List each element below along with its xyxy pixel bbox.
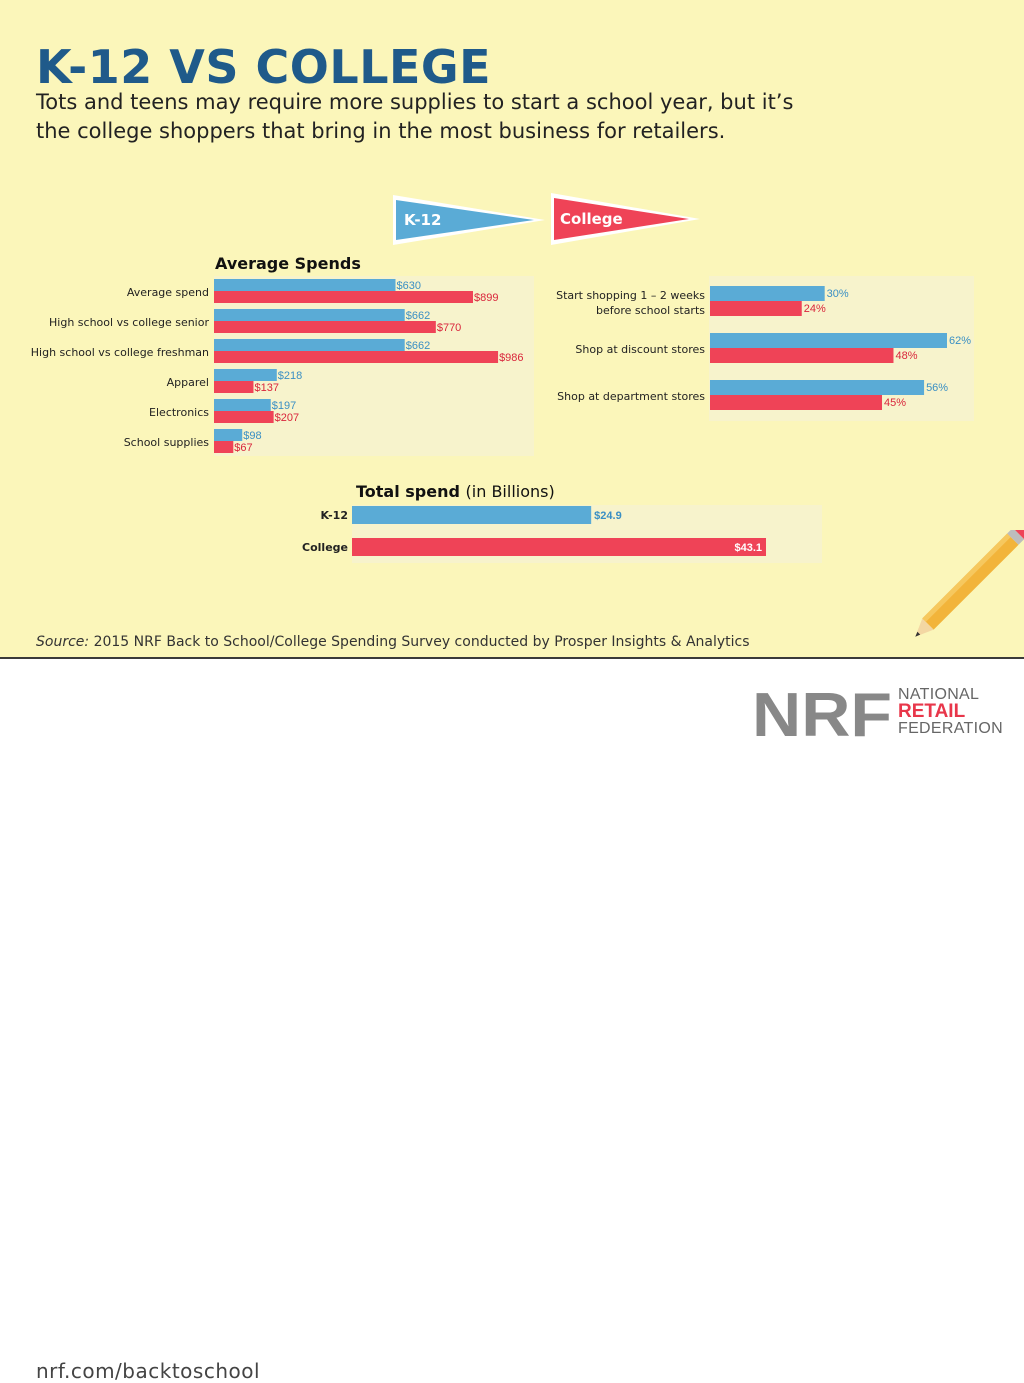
shopping-k12-bar (710, 380, 925, 395)
total-spend-k12-value: $24.9 (594, 510, 622, 522)
average-spends-college-bar (214, 441, 234, 453)
average-spends-college-value: $137 (254, 382, 278, 394)
average-spends-category-label: Average spend (127, 286, 209, 299)
nrf-logo-letters: NRF (752, 686, 892, 742)
nrf-national: NATIONAL (898, 686, 980, 703)
average-spends-college-value: $986 (499, 352, 523, 364)
total-spend-title: Total spend (in Billions) (356, 482, 555, 501)
average-spends-category-label: Electronics (149, 406, 209, 419)
shopping-college-bar (710, 301, 802, 316)
average-spends-college-value: $207 (275, 412, 299, 424)
infographic-slide: K-12 VS COLLEGE Tots and teens may requi… (0, 0, 1024, 657)
source-text: 2015 NRF Back to School/College Spending… (93, 634, 750, 650)
average-spends-panel (214, 276, 534, 456)
nrf-federation: FEDERATION (898, 720, 1003, 737)
shopping-k12-value: 56% (926, 382, 948, 394)
shopping-category-label: Shop at department stores (557, 390, 705, 403)
shopping-k12-value: 62% (949, 335, 971, 347)
average-spends-k12-bar (214, 279, 396, 291)
average-spends-college-value: $67 (234, 442, 252, 454)
average-spends-category-label: High school vs college senior (49, 316, 209, 329)
average-spends-k12-bar (214, 429, 243, 441)
legend-k12-label: K-12 (404, 211, 441, 229)
average-spends-college-bar (214, 291, 473, 303)
nrf-retail: RETAIL (898, 701, 966, 722)
backtoschool-link[interactable]: nrf.com/backtoschool (36, 1359, 261, 1383)
average-spends-k12-value: $662 (406, 340, 430, 352)
average-spends-college-bar (214, 321, 436, 333)
source-note: Source: 2015 NRF Back to School/College … (36, 634, 750, 650)
average-spends-category-label: Apparel (167, 376, 209, 389)
total-spend-category-label: College (302, 541, 348, 554)
page-title: K-12 VS COLLEGE (36, 40, 492, 94)
nrf-logo: NRF (752, 686, 892, 742)
average-spends-k12-value: $630 (397, 280, 421, 292)
total-spend-college-value: $43.1 (734, 542, 762, 554)
total-spend-k12-bar (352, 506, 592, 524)
average-spends-college-bar (214, 411, 274, 423)
average-spends-title: Average Spends (215, 254, 361, 273)
average-spends-category-label: School supplies (124, 436, 210, 449)
average-spends-chart: Average spend $630 $899 High school vs coll… (31, 279, 524, 454)
page-subtitle: Tots and teens may require more supplies… (36, 90, 794, 143)
average-spends-college-value: $899 (474, 292, 498, 304)
average-spends-k12-value: $98 (243, 430, 261, 442)
shopping-k12-value: 30% (827, 288, 849, 300)
shopping-category-label: Start shopping 1 – 2 weeks (556, 289, 705, 302)
shopping-college-value: 24% (804, 303, 826, 315)
total-spend-title-suffix: (in Billions) (465, 482, 555, 501)
shopping-behavior-chart: Start shopping 1 – 2 weeks before school … (556, 286, 971, 410)
average-spends-k12-bar (214, 339, 405, 351)
average-spends-college-bar (214, 351, 499, 363)
shopping-college-value: 48% (895, 350, 917, 362)
average-spends-k12-value: $197 (272, 400, 296, 412)
total-spend-category-label: K-12 (321, 509, 348, 522)
source-prefix: Source: (36, 634, 90, 650)
average-spends-k12-value: $662 (406, 310, 430, 322)
pencil-illustration (915, 530, 1024, 637)
legend-k12-pennant: K-12 (393, 195, 545, 245)
shopping-k12-bar (710, 286, 825, 301)
legend-college-pennant: College (551, 193, 700, 245)
average-spends-k12-bar (214, 309, 405, 321)
shopping-category-label: Shop at discount stores (575, 343, 705, 356)
average-spends-category-label: High school vs college freshman (31, 346, 209, 359)
nrf-wordmark: NATIONAL RETAIL FEDERATION (898, 686, 1003, 737)
average-spends-k12-bar (214, 399, 271, 411)
total-spend-title-main: Total spend (356, 482, 460, 501)
total-spend-chart: K-12 $24.9 College $43.1 (302, 506, 766, 556)
average-spends-college-value: $770 (437, 322, 461, 334)
shopping-category-label: before school starts (596, 304, 705, 317)
average-spends-college-bar (214, 381, 254, 393)
shopping-college-value: 45% (884, 397, 906, 409)
total-spend-college-bar (352, 538, 766, 556)
average-spends-k12-bar (214, 369, 277, 381)
average-spends-k12-value: $218 (278, 370, 302, 382)
shopping-college-bar (710, 348, 894, 363)
shopping-k12-bar (710, 333, 947, 348)
shopping-college-bar (710, 395, 883, 410)
legend-college-label: College (560, 210, 623, 228)
